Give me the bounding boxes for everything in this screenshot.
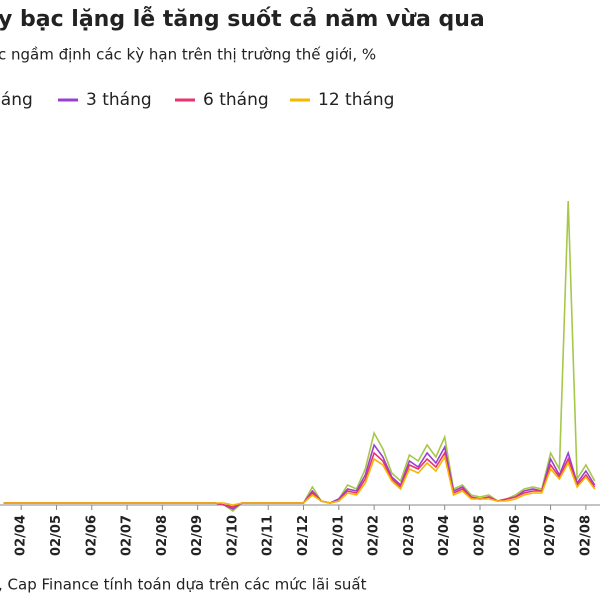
series-line <box>3 200 596 513</box>
legend-label: 6 tháng <box>203 90 269 110</box>
x-tick-label: 02/06 <box>508 515 523 556</box>
x-tick-label: 02/09 <box>190 515 205 556</box>
series-line <box>3 454 596 506</box>
x-tick-label: 02/03 <box>402 515 417 556</box>
x-tick-label: 02/05 <box>473 515 488 556</box>
x-tick-label: 02/07 <box>543 515 558 556</box>
x-tick-label: 02/07 <box>120 515 135 556</box>
legend-label: háng <box>0 90 33 110</box>
x-tick-label: 02/01 <box>331 515 346 556</box>
x-tick-label: 02/12 <box>296 515 311 556</box>
series-line <box>3 450 596 508</box>
x-tick-label: 02/11 <box>261 515 276 556</box>
legend-label: 12 tháng <box>318 90 394 110</box>
chart-title: y bạc lặng lễ tăng suốt cả năm vừa qua <box>0 7 485 32</box>
x-tick-label: 02/06 <box>84 515 99 556</box>
x-tick-label: 02/04 <box>437 515 452 556</box>
x-tick-label: 02/08 <box>155 515 170 556</box>
x-tick-label: 02/04 <box>14 515 29 556</box>
x-tick-label: 02/02 <box>367 515 382 556</box>
x-tick-label: 02/08 <box>578 515 593 556</box>
x-tick-label: 02/10 <box>225 515 240 556</box>
legend-label: 3 tháng <box>86 90 152 110</box>
source-note: , Cap Finance tính toán dựa trên các mức… <box>0 576 367 594</box>
x-tick-label: 02/05 <box>49 515 64 556</box>
chart-subtitle: c ngầm định các kỳ hạn trên thị trường t… <box>0 46 376 64</box>
